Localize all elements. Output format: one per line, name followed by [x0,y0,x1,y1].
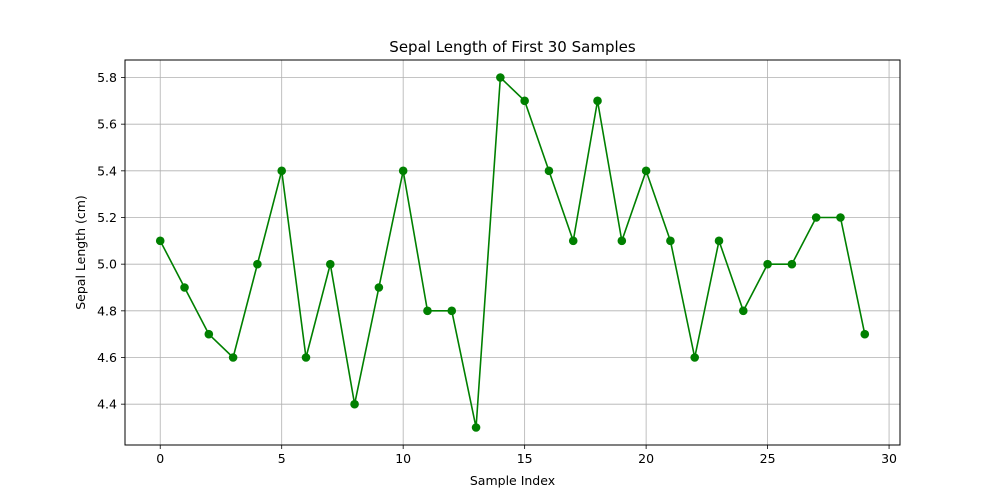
y-axis-ticks: 4.4 4.6 4.8 5.0 5.2 5.4 5.6 5.8 [97,70,125,412]
data-point [714,236,724,246]
x-tick-label: 0 [156,451,164,466]
y-tick-label: 5.4 [97,163,117,178]
x-tick-label: 5 [278,451,286,466]
data-point [350,399,359,409]
y-tick-label: 5.6 [97,117,117,132]
y-axis-label: Sepal Length (cm) [73,195,88,310]
data-point [325,259,335,269]
x-tick-label: 20 [638,451,654,466]
data-point [155,236,165,246]
data-point [763,259,772,269]
data-point [253,259,262,269]
data-point [593,96,602,106]
data-point [787,259,797,269]
data-point [738,306,748,316]
x-tick-label: 25 [760,451,776,466]
data-point [496,73,505,82]
series-line [159,76,866,429]
y-tick-label: 4.6 [97,350,117,365]
data-point [568,236,578,246]
y-tick-label: 4.4 [97,397,117,412]
data-point [860,329,870,339]
data-point [228,353,238,362]
data-point [277,166,287,176]
plot-area-frame [124,59,901,446]
x-axis-label: Sample Index [470,473,555,488]
x-tick-label: 30 [881,451,897,466]
data-point [836,213,845,222]
data-point [301,353,311,362]
data-point [423,306,432,316]
data-point [520,96,529,106]
y-tick-label: 4.8 [97,303,117,318]
x-axis-ticks: 0 5 10 15 20 25 30 [156,445,897,466]
data-point [811,213,821,222]
y-tick-label: 5.2 [97,210,117,225]
data-point [471,423,481,432]
data-point [666,236,675,246]
data-point [204,329,214,339]
data-point [617,236,627,246]
data-point [690,353,700,362]
y-tick-label: 5.0 [97,257,117,272]
data-point [544,166,554,176]
y-tick-label: 5.8 [97,70,117,85]
data-series [155,73,870,432]
x-tick-label: 10 [395,451,411,466]
data-point [180,283,189,292]
data-point [447,306,457,316]
data-point [398,166,408,176]
grid [125,60,900,445]
chart-title: Sepal Length of First 30 Samples [389,38,636,56]
data-point [641,166,651,176]
x-tick-label: 15 [517,451,533,466]
data-point [374,283,384,292]
